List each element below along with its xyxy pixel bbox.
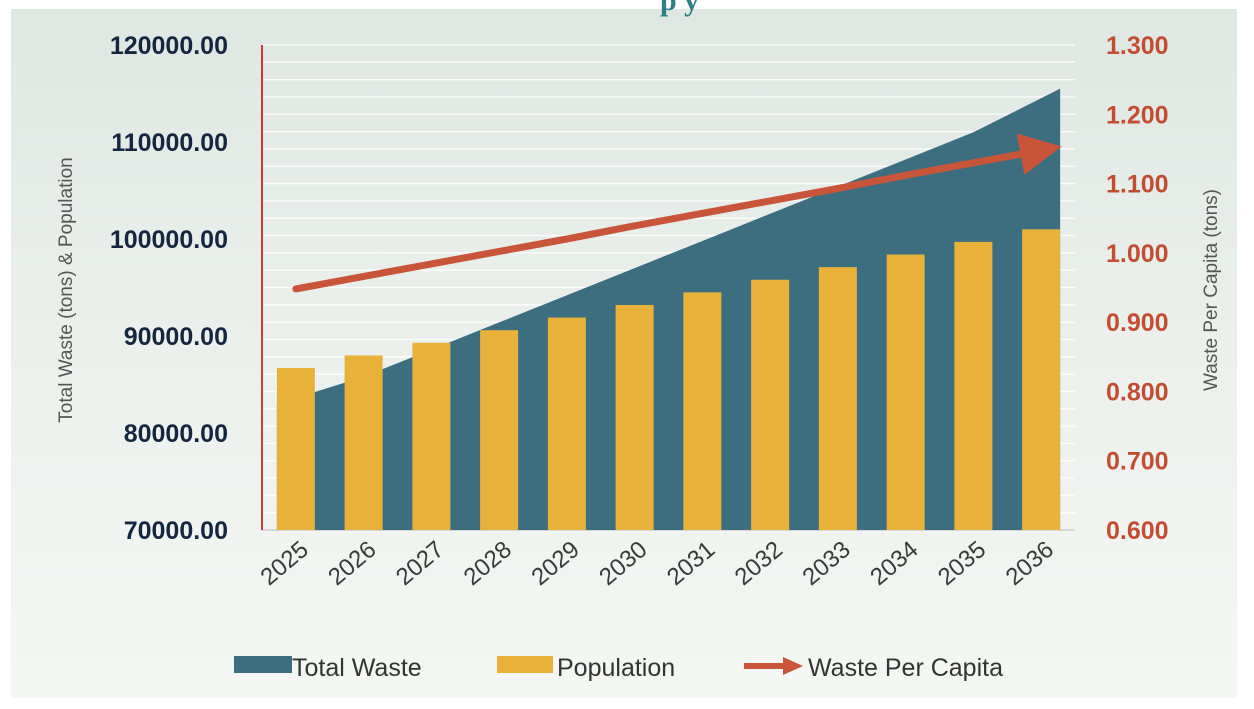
y-left-tick-label: 120000.00 <box>110 32 228 60</box>
x-tick-label: 2033 <box>797 536 855 591</box>
population-bar <box>276 368 315 530</box>
total-waste-area-shape <box>276 88 1061 531</box>
x-tick-label: 2035 <box>933 536 991 591</box>
population-bar <box>886 254 925 530</box>
x-tick-label: 2036 <box>1001 536 1059 591</box>
x-tick-label: 2032 <box>730 536 788 591</box>
legend-swatch-population <box>497 656 553 673</box>
population-bar <box>547 317 586 530</box>
y-right-tick-label: 1.100 <box>1106 171 1169 199</box>
population-bar <box>683 292 722 530</box>
y-left-tick-label: 100000.00 <box>110 226 228 254</box>
legend-swatch-total-waste <box>234 656 292 673</box>
y-left-tick-label: 70000.00 <box>124 517 228 545</box>
population-bars <box>276 229 1061 531</box>
population-bar <box>344 355 383 530</box>
y-left-tick-label: 90000.00 <box>124 323 228 351</box>
y-right-tick-label: 1.000 <box>1106 240 1169 268</box>
y-left-tick-label: 80000.00 <box>124 420 228 448</box>
chart-title-partial: p y <box>660 0 700 17</box>
x-tick-label: 2025 <box>255 536 313 591</box>
y-right-axis-title: Waste Per Capita (tons) <box>1201 189 1222 391</box>
population-bar <box>818 267 857 530</box>
y-right-tick-label: 1.200 <box>1106 101 1169 129</box>
x-tick-label: 2031 <box>662 536 720 591</box>
population-bar <box>412 342 451 530</box>
y-left-tick-label: 110000.00 <box>111 129 228 157</box>
x-tick-label: 2030 <box>594 536 652 591</box>
y-left-axis-title: Total Waste (tons) & Population <box>56 157 77 422</box>
x-tick-label: 2029 <box>526 536 584 591</box>
waste-per-capita-line <box>292 133 1062 293</box>
y-right-tick-label: 0.800 <box>1106 378 1169 406</box>
legend-label-waste-per-capita: Waste Per Capita <box>808 654 1003 682</box>
population-bar <box>954 241 993 530</box>
population-bar <box>615 304 654 530</box>
x-tick-label: 2027 <box>391 536 449 591</box>
legend-swatch-arrowhead <box>783 657 803 675</box>
x-tick-label: 2034 <box>865 536 923 591</box>
legend: Total Waste Population Waste Per Capita <box>234 654 1003 682</box>
waste-per-capita-polyline <box>292 133 1062 293</box>
population-bar <box>1022 229 1061 531</box>
legend-label-population: Population <box>557 654 675 682</box>
x-tick-label: 2026 <box>323 536 381 591</box>
y-right-tick-label: 1.300 <box>1106 32 1169 60</box>
x-tick-label: 2028 <box>459 536 517 591</box>
y-right-tick-label: 0.600 <box>1106 517 1169 545</box>
y-right-tick-label: 0.700 <box>1106 448 1169 476</box>
legend-label-total-waste: Total Waste <box>292 654 422 682</box>
total-waste-area <box>276 88 1061 531</box>
population-bar <box>751 279 790 530</box>
population-bar <box>480 330 519 530</box>
y-right-tick-label: 0.900 <box>1106 309 1169 337</box>
